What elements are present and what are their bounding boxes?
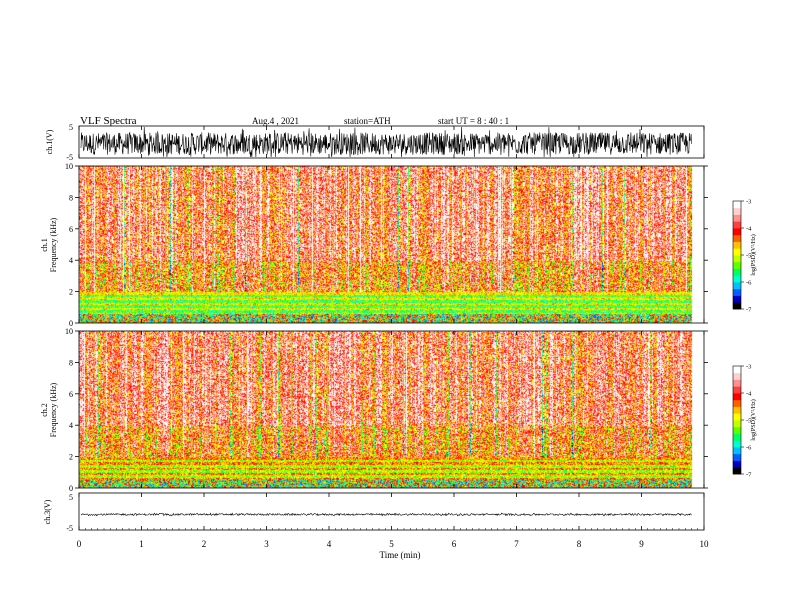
colorbar1-tick-label: -7 xyxy=(746,307,752,314)
colorbar2-swatch xyxy=(733,440,741,448)
ch3-ytick-top: 5 xyxy=(69,493,73,502)
colorbar2-swatch xyxy=(733,386,741,394)
time-tick-label: 2 xyxy=(202,539,207,549)
time-tick-label: 6 xyxy=(452,539,457,549)
colorbar1-swatch xyxy=(733,261,741,269)
colorbar1-tick-label: -4 xyxy=(746,226,752,233)
spec1-ytick-label: 8 xyxy=(69,193,73,202)
ch1-ytick-top: 5 xyxy=(69,123,73,132)
date-label: Aug.4 , 2021 xyxy=(252,116,299,126)
figure-title: VLF Spectra xyxy=(80,115,137,127)
colorbar1-swatch xyxy=(733,221,741,229)
colorbar1-swatch xyxy=(733,255,741,263)
time-tick-label: 0 xyxy=(77,539,82,549)
ch1-wave-ylabel: ch.1(V) xyxy=(45,129,54,154)
colorbar2-tick-label: -5 xyxy=(746,418,751,425)
ch1-waveform-line xyxy=(80,126,692,158)
time-tick-label: 7 xyxy=(514,539,519,549)
ch3-wave-ylabel: ch.3(V) xyxy=(43,499,52,524)
colorbar1-swatch xyxy=(733,207,741,215)
colorbar1-swatch xyxy=(733,302,741,310)
colorbar1-tick-label: -3 xyxy=(746,199,751,206)
spec2-ytick-label: 0 xyxy=(69,484,73,493)
ch2-spectrogram-panel: 0 2 4 6 8 10 ch.2 Frequency (kHz) -3 -4 -5 -6 -7 l… xyxy=(40,327,757,493)
colorbar2-swatch xyxy=(733,460,741,468)
ch1-spectrogram-panel: 0 2 4 6 8 10 ch.1 Frequency (kHz) -3 -4 -5 -6 -7 l… xyxy=(40,162,757,328)
colorbar1-swatch xyxy=(733,201,741,209)
colorbar2-tick-label: -3 xyxy=(746,364,751,371)
ch1-spec-ylabel-channel: ch.1 xyxy=(40,238,49,252)
ch1-waveform-panel: 5 -5 ch.1(V) xyxy=(45,123,705,162)
time-tick-label: 5 xyxy=(389,539,394,549)
time-tick-label: 9 xyxy=(639,539,644,549)
spec1-ytick-label: 4 xyxy=(69,256,73,265)
colorbar1-swatch xyxy=(733,228,741,236)
colorbar2-swatch xyxy=(733,393,741,401)
ch2-colorbar: -3 -4 -5 -6 -7 log(PSD)(V²/Hz) xyxy=(732,364,757,479)
ch2-spec-ylabel-channel: ch.2 xyxy=(40,403,49,417)
colorbar1-swatch xyxy=(733,234,741,242)
spec1-ytick-label: 2 xyxy=(69,288,73,297)
colorbar2-swatch xyxy=(733,433,741,441)
station-label: station=ATH xyxy=(344,116,391,126)
colorbar2-swatch xyxy=(733,447,741,455)
colorbar1-swatch xyxy=(733,241,741,249)
start-time-label: start UT = 8 : 40 : 1 xyxy=(438,116,509,126)
colorbar2-swatch xyxy=(733,406,741,414)
spec2-ytick-label: 2 xyxy=(69,453,73,462)
colorbar2-swatch xyxy=(733,399,741,407)
ch3-ytick-bottom: -5 xyxy=(66,524,73,533)
time-tick-label: 1 xyxy=(139,539,144,549)
colorbar1-swatch xyxy=(733,282,741,290)
colorbar1-swatch xyxy=(733,275,741,283)
ch1-spectrogram-image xyxy=(79,166,704,323)
ch1-ytick-bottom: -5 xyxy=(66,153,73,162)
spec1-ytick-label: 6 xyxy=(69,225,73,234)
time-tick-label: 3 xyxy=(264,539,269,549)
colorbar1-tick-label: -6 xyxy=(746,280,752,287)
spec2-ytick-label: 6 xyxy=(69,390,73,399)
colorbar1-label: log(PSD)(V²/Hz) xyxy=(750,234,757,275)
ch2-freq-ticks: 0 2 4 6 8 10 xyxy=(65,327,708,493)
colorbar2-swatch xyxy=(733,453,741,461)
time-axis-ticks: 0 1 2 3 4 5 6 7 8 9 10 xyxy=(77,126,709,549)
ch1-spec-ylabel: Frequency (kHz) xyxy=(49,217,58,272)
spec1-ytick-label: 0 xyxy=(69,319,73,328)
colorbar2-swatch xyxy=(733,426,741,434)
spec2-ytick-label: 10 xyxy=(65,327,73,336)
colorbar2-swatch xyxy=(733,467,741,475)
colorbar1-swatch xyxy=(733,295,741,303)
ch3-waveform-line xyxy=(80,512,692,517)
ch1-colorbar: -3 -4 -5 -6 -7 log(PSD)(V²/Hz) xyxy=(732,199,757,314)
colorbar1-swatch xyxy=(733,288,741,296)
colorbar2-swatch xyxy=(733,413,741,421)
colorbar2-tick-label: -7 xyxy=(746,472,752,479)
ch2-spec-ylabel: Frequency (kHz) xyxy=(49,382,58,437)
colorbar2-tick-label: -4 xyxy=(746,391,752,398)
colorbar1-tick-label: -5 xyxy=(746,253,751,260)
colorbar1-swatch xyxy=(733,268,741,276)
colorbar2-swatch xyxy=(733,372,741,380)
ch3-waveform-frame xyxy=(78,492,705,531)
ch2-spectrogram-image xyxy=(79,331,704,488)
colorbar2-swatch xyxy=(733,379,741,387)
time-tick-label: 8 xyxy=(577,539,582,549)
colorbar2-swatch xyxy=(733,366,741,374)
time-tick-label: 10 xyxy=(700,539,710,549)
colorbar1-swatch xyxy=(733,248,741,256)
ch3-waveform-panel: 5 -5 ch.3(V) xyxy=(43,492,705,533)
colorbar1-swatch xyxy=(733,214,741,222)
time-axis-label: Time (min) xyxy=(380,550,421,560)
colorbar2-tick-label: -6 xyxy=(746,445,752,452)
time-tick-label: 4 xyxy=(327,539,332,549)
colorbar2-swatch xyxy=(733,420,741,428)
spec1-ytick-label: 10 xyxy=(65,162,73,171)
spec2-ytick-label: 4 xyxy=(69,421,73,430)
colorbar2-label: log(PSD)(V²/Hz) xyxy=(750,399,757,440)
spec2-ytick-label: 8 xyxy=(69,358,73,367)
ch1-freq-ticks: 0 2 4 6 8 10 xyxy=(65,162,708,328)
